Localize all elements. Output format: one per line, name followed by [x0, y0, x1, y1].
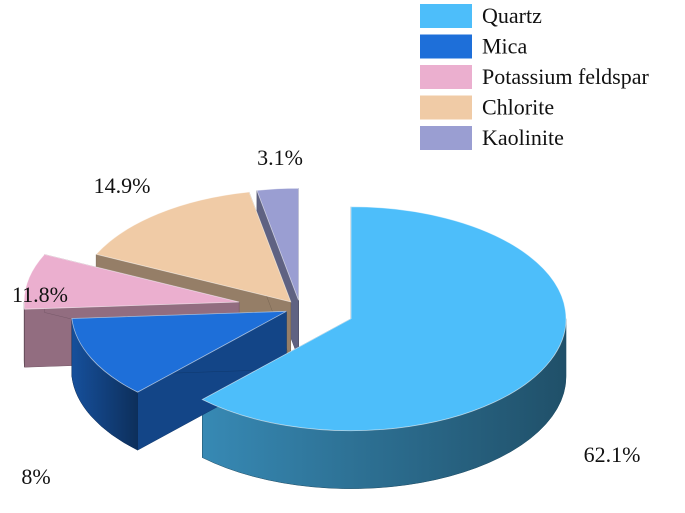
pie-slice-chlorite — [95, 191, 292, 303]
pie-slice-kaolinite — [256, 187, 299, 301]
legend-swatch-potassium-feldspar — [420, 65, 472, 89]
legend-swatch-quartz — [420, 4, 472, 28]
legend-label-quartz: Quartz — [482, 3, 542, 28]
legend-label-potassium-feldspar: Potassium feldspar — [482, 64, 649, 89]
data-label-mica: 11.8% — [12, 282, 68, 307]
slice-tops-layer — [23, 187, 567, 432]
data-label-kaolinite: 3.1% — [257, 145, 303, 170]
legend-swatch-mica — [420, 34, 472, 59]
data-labels-layer: 62.1% 11.8% 8% 14.9% 3.1% — [12, 145, 640, 489]
legend: Quartz Mica Potassium feldspar Chlorite Kaol… — [420, 3, 649, 150]
pie-slice-mica — [71, 310, 287, 393]
pie-slice-potassium-feldspar — [23, 253, 240, 310]
legend-label-mica: Mica — [482, 34, 527, 59]
data-label-chlorite: 14.9% — [94, 173, 151, 198]
legend-label-kaolinite: Kaolinite — [482, 125, 564, 150]
data-label-potassium-feldspar: 8% — [21, 464, 50, 489]
legend-swatch-chlorite — [420, 95, 472, 120]
legend-swatch-kaolinite — [420, 126, 472, 150]
legend-label-chlorite: Chlorite — [482, 95, 554, 120]
data-label-quartz: 62.1% — [584, 442, 641, 467]
pie-slice-quartz — [201, 206, 567, 432]
